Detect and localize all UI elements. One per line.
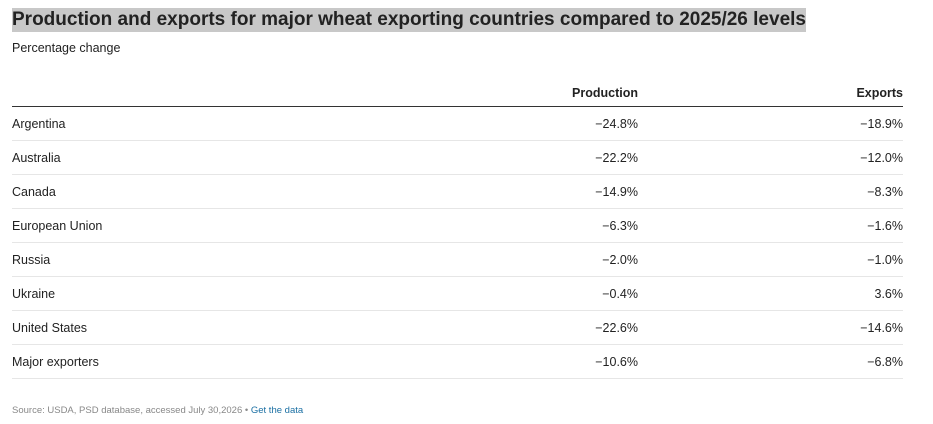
row-production: −22.6% (487, 310, 638, 345)
row-production: −10.6% (487, 344, 638, 379)
row-exports: 3.6% (638, 276, 903, 311)
row-country: Canada (12, 174, 487, 209)
chart-title: Production and exports for major wheat e… (12, 8, 806, 32)
row-country: Russia (12, 242, 487, 277)
row-exports: −6.8% (638, 344, 903, 379)
header-exports: Exports (638, 80, 903, 107)
row-country: Ukraine (12, 276, 487, 311)
chart-container: Production and exports for major wheat e… (12, 0, 903, 416)
table-row: Canada −14.9% −8.3% (12, 174, 903, 209)
data-table: Production Exports Argentina −24.8% −18.… (12, 80, 903, 379)
source-separator: • (244, 405, 249, 416)
row-country: Argentina (12, 106, 487, 141)
table-row: Major exporters −10.6% −6.8% (12, 344, 903, 379)
row-exports: −12.0% (638, 140, 903, 175)
table-row: European Union −6.3% −1.6% (12, 208, 903, 243)
row-production: −24.8% (487, 106, 638, 141)
table-header-row: Production Exports (12, 80, 903, 107)
table-row: Argentina −24.8% −18.9% (12, 106, 903, 141)
row-production: −22.2% (487, 140, 638, 175)
row-exports: −1.0% (638, 242, 903, 277)
row-production: −6.3% (487, 208, 638, 243)
chart-subtitle: Percentage change (12, 41, 121, 55)
row-production: −0.4% (487, 276, 638, 311)
source-text: Source: USDA, PSD database, accessed Jul… (12, 405, 243, 416)
row-country: Australia (12, 140, 487, 175)
table-row: Russia −2.0% −1.0% (12, 242, 903, 277)
row-exports: −1.6% (638, 208, 903, 243)
source-note: Source: USDA, PSD database, accessed Jul… (12, 405, 903, 416)
header-production: Production (487, 80, 638, 107)
row-country: United States (12, 310, 487, 345)
get-the-data-link[interactable]: Get the data (250, 405, 304, 416)
table-row: United States −22.6% −14.6% (12, 310, 903, 345)
row-production: −14.9% (487, 174, 638, 209)
row-exports: −14.6% (638, 310, 903, 345)
row-country: Major exporters (12, 344, 487, 379)
row-exports: −18.9% (638, 106, 903, 141)
row-country: European Union (12, 208, 487, 243)
table-row: Australia −22.2% −12.0% (12, 140, 903, 175)
title-row: Production and exports for major wheat e… (12, 8, 903, 32)
row-production: −2.0% (487, 242, 638, 277)
table-row: Ukraine −0.4% 3.6% (12, 276, 903, 311)
header-country (12, 80, 487, 107)
row-exports: −8.3% (638, 174, 903, 209)
